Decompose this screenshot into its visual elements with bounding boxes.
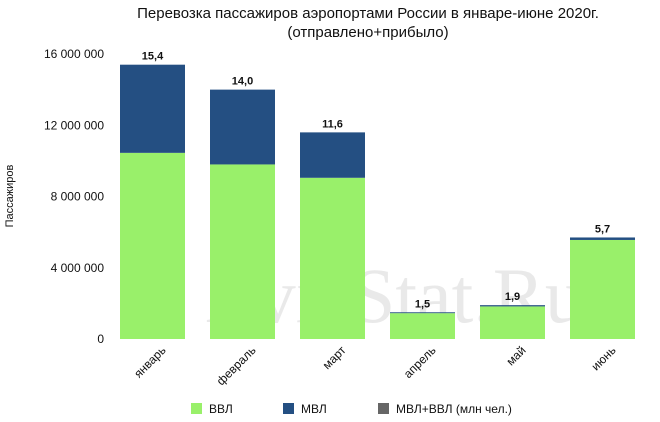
legend-mvl-label: МВЛ <box>301 402 327 416</box>
category-label: июнь <box>589 343 619 373</box>
bar-total-label: 14,0 <box>232 76 253 88</box>
bars-group: 15,4 14,0 11,6 1,5 1,9 5,7 <box>120 51 635 339</box>
legend-total-swatch <box>378 403 389 414</box>
y-tick-label: 16 000 000 <box>44 47 104 61</box>
bar-total-label: 15,4 <box>142 51 164 63</box>
category-label: май <box>503 343 528 368</box>
bar-vvl <box>210 164 275 339</box>
bar-mvl <box>210 89 275 165</box>
y-axis-label: Пассажиров <box>4 164 16 227</box>
category-label: апрель <box>401 343 439 381</box>
bar-mvl <box>300 132 365 178</box>
bar-total-label: 5,7 <box>595 223 610 235</box>
legend-vvl-swatch <box>191 403 202 414</box>
legend-mvl-swatch <box>283 403 294 414</box>
bar-total-label: 1,5 <box>415 298 430 310</box>
y-tick-label: 12 000 000 <box>44 118 104 132</box>
chart-title-line1: Перевозка пассажиров аэропортами России … <box>137 5 599 22</box>
y-tick-label: 0 <box>97 332 104 346</box>
legend-vvl-label: ВВЛ <box>209 402 233 416</box>
y-tick-label: 8 000 000 <box>51 190 105 204</box>
y-axis-ticks: 0 4 000 000 8 000 000 12 000 000 16 000 000 <box>44 47 104 346</box>
y-tick-label: 4 000 000 <box>51 261 105 275</box>
legend: ВВЛ МВЛ МВЛ+ВВЛ (млн чел.) <box>191 402 512 416</box>
bar-mvl <box>390 312 455 314</box>
bar-vvl <box>120 152 185 339</box>
bar-vvl <box>570 239 635 339</box>
bar-mvl <box>570 237 635 240</box>
bar-mvl <box>120 64 185 153</box>
category-label: январь <box>131 343 168 380</box>
category-label: март <box>320 343 349 372</box>
chart-title-line2: (отправлено+прибыло) <box>287 24 448 41</box>
category-label: февраль <box>214 343 259 388</box>
x-axis-categories: январь февраль март апрель май июнь <box>131 343 618 388</box>
bar-total-label: 1,9 <box>505 291 520 303</box>
bar-vvl <box>480 306 545 339</box>
bar-total-label: 11,6 <box>322 118 343 130</box>
bar-vvl <box>300 177 365 339</box>
bar-mvl <box>480 305 545 307</box>
legend-total-label: МВЛ+ВВЛ (млн чел.) <box>396 402 512 416</box>
bar-vvl <box>390 313 455 339</box>
